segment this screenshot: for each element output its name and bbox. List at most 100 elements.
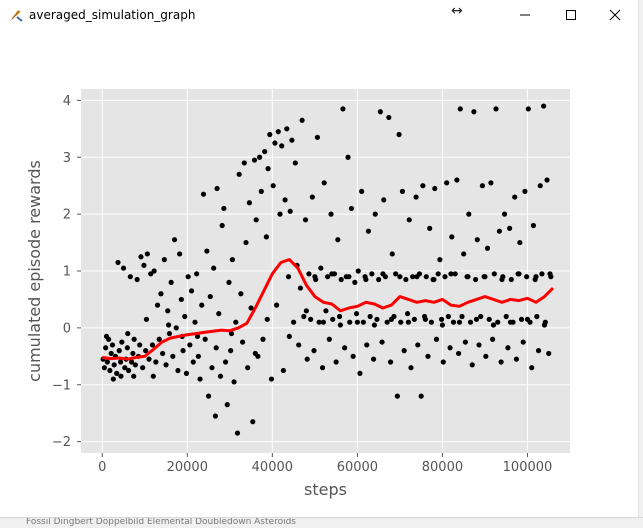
scatter-point: [374, 316, 380, 322]
scatter-point: [207, 293, 213, 300]
scatter-point: [161, 257, 167, 263]
scatter-point: [488, 180, 494, 186]
scatter-point: [141, 262, 147, 268]
scatter-point: [275, 129, 281, 135]
scatter-point: [231, 379, 237, 385]
scatter-point: [420, 183, 426, 189]
scatter-point: [236, 171, 242, 177]
scatter-point: [101, 365, 107, 371]
scatter-point: [268, 376, 275, 382]
scatter-point: [369, 271, 375, 277]
scatter-point: [371, 322, 377, 328]
window-titlebar[interactable]: averaged_simulation_graph ↔: [0, 0, 643, 30]
scatter-point: [427, 225, 433, 231]
scatter-point: [484, 245, 491, 251]
status-strip: [0, 517, 643, 528]
scatter-point: [432, 185, 438, 192]
scatter-point: [192, 319, 198, 325]
close-button[interactable]: [592, 0, 638, 30]
scatter-point: [302, 217, 309, 223]
scatter-point: [452, 271, 458, 277]
scatter-point: [490, 322, 497, 328]
scatter-point: [512, 194, 518, 200]
scatter-point: [252, 350, 258, 357]
scatter-point: [177, 251, 183, 257]
scatter-point: [513, 356, 520, 362]
y-tick-label: −1: [52, 378, 71, 393]
scatter-point: [303, 308, 309, 314]
scatter-point: [467, 319, 474, 325]
scatter-point: [125, 330, 131, 337]
scatter-point: [534, 313, 540, 320]
scatter-point: [380, 271, 386, 277]
scatter-point: [299, 117, 305, 123]
scatter-point: [178, 296, 184, 303]
scatter-point: [530, 222, 537, 229]
scatter-point: [455, 350, 462, 357]
status-text: Fossil Dingbert Doppelbild Elemental Dou…: [26, 518, 296, 527]
scatter-point: [270, 183, 276, 189]
scatter-point: [284, 126, 290, 132]
scatter-point: [354, 319, 360, 325]
scatter-point: [199, 302, 205, 308]
scatter-point: [263, 234, 269, 240]
scatter-point: [486, 316, 492, 322]
scatter-point: [524, 316, 531, 322]
scatter-point: [406, 217, 412, 223]
scatter-point: [126, 367, 132, 374]
scatter-point: [323, 308, 329, 314]
scatter-point: [194, 271, 200, 277]
scatter-point: [250, 419, 256, 425]
scatter-point: [202, 336, 208, 342]
scatter-point: [248, 305, 254, 311]
scatter-point: [498, 359, 504, 365]
x-tick-label: 20000: [167, 460, 208, 475]
scatter-point: [350, 353, 356, 359]
scatter-point: [447, 345, 453, 351]
scatter-point: [103, 333, 110, 340]
scatter-point: [129, 359, 135, 365]
scatter-point: [473, 316, 480, 322]
scatter-point: [277, 211, 283, 217]
scatter-point: [285, 274, 292, 280]
scatter-point: [335, 237, 341, 243]
scatter-point: [153, 359, 159, 365]
scatter-point: [422, 316, 429, 322]
scatter-point: [524, 274, 530, 280]
scatter-point: [388, 316, 395, 322]
scatter-point: [219, 222, 225, 229]
maximize-button[interactable]: [548, 0, 594, 30]
scatter-point: [537, 183, 543, 189]
scatter-point: [404, 311, 411, 317]
scatter-point: [454, 177, 460, 183]
scatter-point: [548, 274, 554, 280]
scatter-point: [495, 319, 501, 325]
scatter-point: [140, 365, 146, 371]
scatter-point: [337, 322, 343, 328]
close-icon: [609, 9, 621, 21]
window-right-edge: [638, 0, 643, 527]
scatter-point: [228, 348, 234, 354]
scatter-point: [150, 373, 156, 379]
scatter-point: [226, 279, 232, 285]
scatter-point: [367, 313, 373, 320]
scatter-point: [525, 106, 531, 112]
move-arrows-icon: ↔: [451, 3, 463, 19]
scatter-point: [465, 274, 471, 280]
scatter-point: [474, 237, 480, 243]
minimize-button[interactable]: [502, 0, 548, 30]
scatter-point: [529, 365, 535, 371]
scatter-point: [312, 274, 318, 280]
scatter-point: [445, 313, 451, 320]
scatter-point: [403, 276, 409, 283]
scatter-point: [405, 319, 412, 325]
scatter-point: [224, 402, 230, 408]
scatter-point: [154, 302, 161, 308]
scatter-point: [187, 342, 193, 348]
scatter-point: [346, 274, 352, 280]
scatter-point: [326, 336, 332, 342]
scatter-point: [115, 259, 121, 266]
scatter-point: [296, 342, 302, 348]
scatter-point: [111, 362, 117, 368]
scatter-point: [314, 134, 321, 140]
